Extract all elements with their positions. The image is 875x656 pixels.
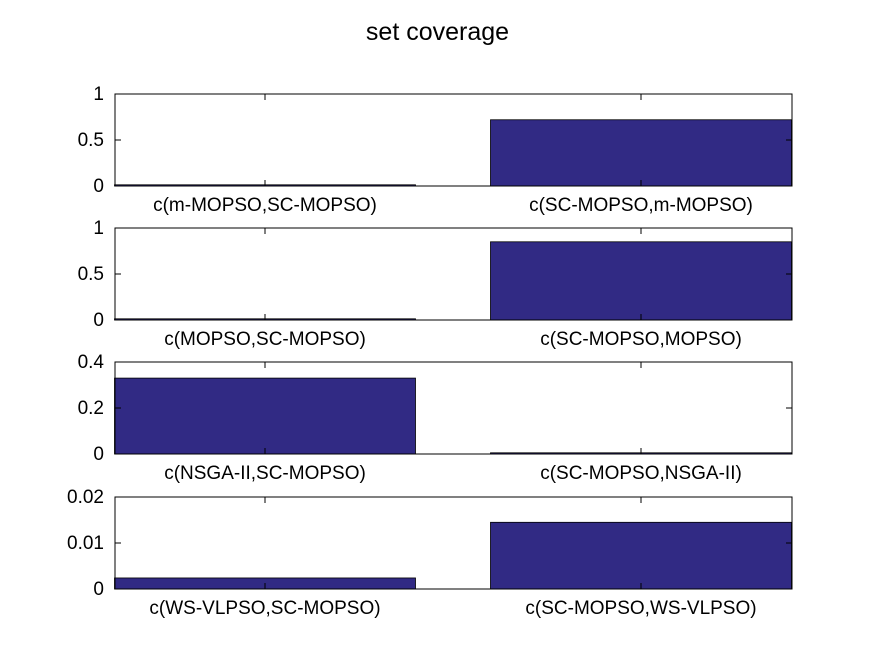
x-tick-label: c(MOPSO,SC-MOPSO) xyxy=(164,329,366,350)
y-tick-label: 0 xyxy=(93,579,104,600)
x-tick-label: c(SC-MOPSO,m-MOPSO) xyxy=(529,195,753,216)
bar-2 xyxy=(490,241,792,321)
y-tick-label: 0 xyxy=(93,176,104,197)
bar-2 xyxy=(490,119,792,187)
y-tick-label: 1 xyxy=(93,218,104,239)
subplot-4: 0 0.01 0.02 c(WS-VLPSO,SC-MOPSO) c(SC-MOPSO,… xyxy=(67,487,793,619)
y-tick-label: 0.02 xyxy=(67,487,104,508)
y-tick-label: 0.2 xyxy=(78,398,104,419)
bar-2 xyxy=(490,521,792,590)
y-tick-label: 0.4 xyxy=(78,352,105,373)
y-tick-label: 0 xyxy=(93,310,104,331)
y-tick-label: 0.5 xyxy=(78,130,104,151)
chart-title: set coverage xyxy=(365,18,510,46)
x-tick-label: c(m-MOPSO,SC-MOPSO) xyxy=(153,195,377,216)
x-tick-label: c(SC-MOPSO,NSGA-II) xyxy=(540,463,742,484)
subplot-3: 0 0.2 0.4 c(NSGA-II,SC-MOPSO) c(SC-MOPSO,NSG… xyxy=(78,352,793,484)
y-tick-label: 0.01 xyxy=(67,533,104,554)
y-tick-label: 1 xyxy=(93,84,104,105)
y-tick-label: 0.5 xyxy=(78,264,104,285)
x-tick-label: c(NSGA-II,SC-MOPSO) xyxy=(164,463,366,484)
x-tick-label: c(WS-VLPSO,SC-MOPSO) xyxy=(149,598,380,619)
y-tick-label: 0 xyxy=(93,444,104,465)
x-tick-label: c(SC-MOPSO,MOPSO) xyxy=(540,329,742,350)
x-tick-label: c(SC-MOPSO,WS-VLPSO) xyxy=(525,598,756,619)
subplot-2: 0 0.5 1 c(MOPSO,SC-MOPSO) c(SC-MOPSO,MOPSO) xyxy=(78,218,793,350)
subplot-1: 0 0.5 1 c(m-MOPSO,SC-MOPSO) c(SC-MOPSO,m-MOP… xyxy=(78,84,793,216)
bar-1 xyxy=(114,377,416,455)
